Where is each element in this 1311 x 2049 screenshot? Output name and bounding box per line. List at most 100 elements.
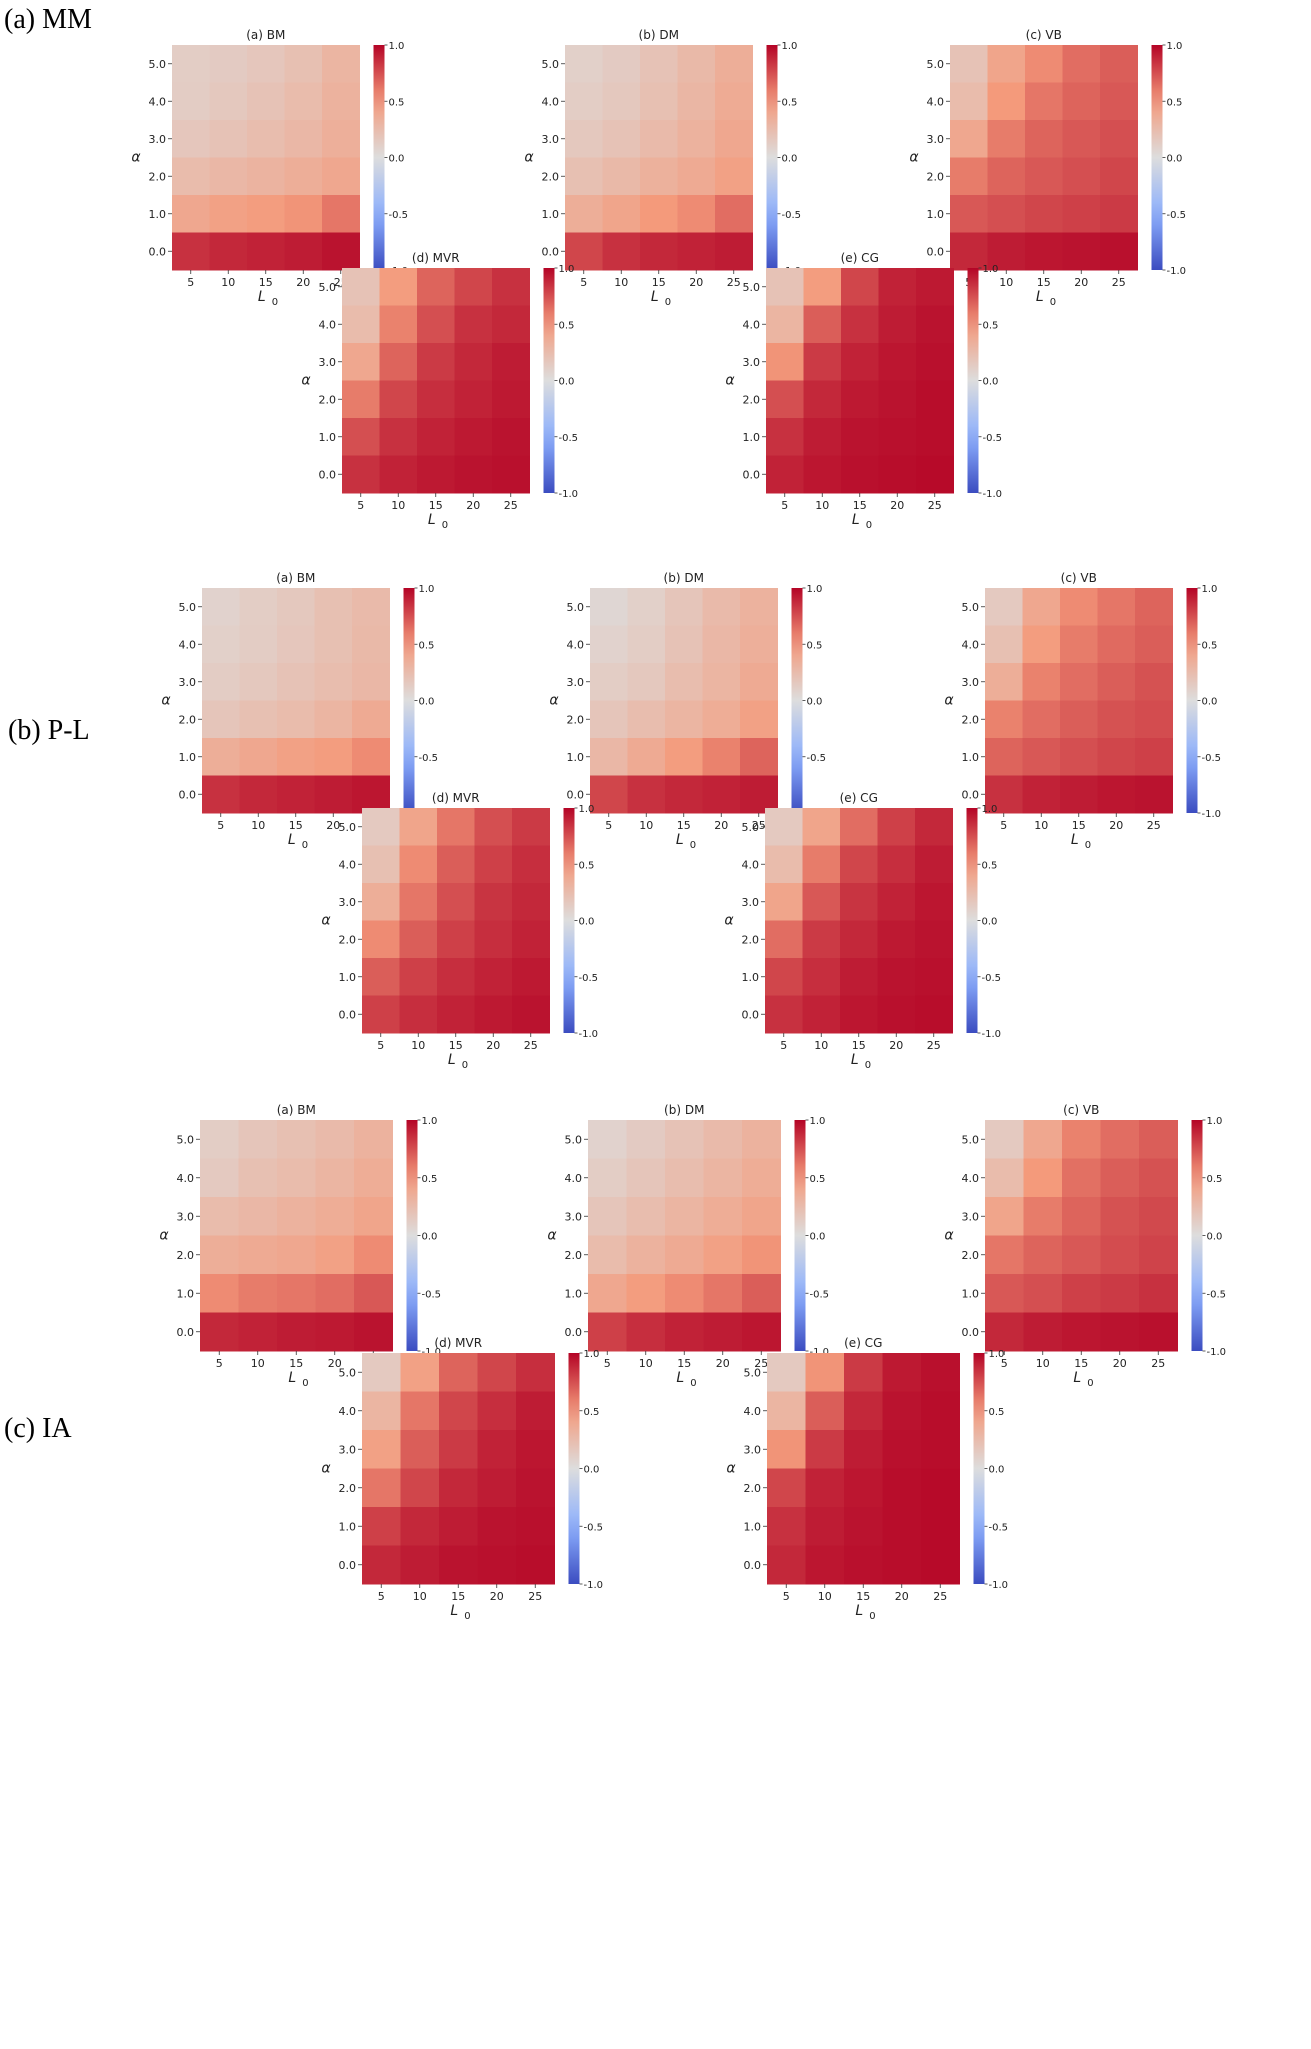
x-tick-label: 10 <box>1034 819 1048 832</box>
heatmap-cell <box>1139 1120 1178 1159</box>
heatmap-cell <box>882 1430 922 1469</box>
heatmap-cell <box>766 268 804 306</box>
x-tick-label: 20 <box>486 1039 500 1052</box>
heatmap-cell <box>626 1235 666 1275</box>
y-tick-label: 4.0 <box>319 318 337 331</box>
heatmap-cell <box>878 268 917 306</box>
y-tick-label: 2.0 <box>149 170 167 183</box>
heatmap-cell <box>437 845 475 884</box>
colorbar <box>1151 45 1163 270</box>
heatmap-cell <box>172 45 210 83</box>
y-tick-label: 2.0 <box>339 933 357 946</box>
heatmap-cell <box>950 45 988 83</box>
x-tick-label: 10 <box>614 276 628 289</box>
colorbar-tick-label: -1.0 <box>989 1580 1009 1591</box>
heatmap-cell <box>239 625 278 664</box>
heatmap-cell <box>512 808 550 846</box>
heatmap-cell <box>1139 1158 1178 1198</box>
y-tick-label: 5.0 <box>149 58 167 71</box>
y-tick-label: 3.0 <box>743 356 761 369</box>
x-tick-label: 10 <box>814 1039 828 1052</box>
colorbar <box>794 1120 806 1351</box>
heatmap-cell <box>400 1391 440 1431</box>
heatmap-cell <box>1097 625 1136 664</box>
x-tick-label: 5 <box>1001 1357 1008 1370</box>
x-tick-label: 20 <box>890 499 904 512</box>
heatmap-cell <box>172 120 210 158</box>
heatmap-cell <box>950 195 988 233</box>
heatmap-cell <box>1023 1120 1063 1159</box>
x-tick-label: 10 <box>391 499 405 512</box>
y-tick-label: 5.0 <box>177 1133 195 1146</box>
heatmap-cell <box>627 663 666 701</box>
x-axis-label-subscript: 0 <box>462 1060 468 1071</box>
heatmap-cell <box>677 157 716 196</box>
heatmap-cell <box>209 157 248 196</box>
y-tick-label: 4.0 <box>742 858 760 871</box>
heatmap-cell <box>588 1312 627 1352</box>
heatmap-cell <box>640 157 678 196</box>
heatmap-cell <box>1135 700 1173 739</box>
heatmap-cell <box>882 1468 922 1508</box>
y-tick-label: 4.0 <box>565 1172 583 1185</box>
heatmap-cell <box>209 45 248 83</box>
colorbar-tick-label: 0.0 <box>807 697 823 708</box>
heatmap-panel: (a) BM5.04.03.02.01.00.0α510152025L01.00… <box>159 1103 441 1389</box>
heatmap-cell <box>987 120 1026 158</box>
heatmap-cell <box>665 738 703 776</box>
heatmap-cell <box>200 1120 239 1159</box>
x-tick-label: 5 <box>187 276 194 289</box>
y-tick-label: 5.0 <box>565 1133 583 1146</box>
colorbar-tick-label: -0.5 <box>983 433 1003 444</box>
heatmap-cell <box>766 455 804 494</box>
colorbar-tick-label: 0.0 <box>983 377 999 388</box>
heatmap-cell <box>454 418 493 456</box>
heatmap-cell <box>1100 1312 1140 1352</box>
x-tick-label: 5 <box>1000 819 1007 832</box>
heatmap-cell <box>314 663 353 701</box>
y-tick-label: 3.0 <box>339 1443 357 1456</box>
heatmap-cell <box>512 958 550 996</box>
heatmap-panel: (b) DM 5.0 4.0 3.0 2.0 1.0 0.0 α 5 10 15 20 25 L 0 1.0 0… <box>524 28 801 308</box>
heatmap-cell <box>987 157 1026 196</box>
x-tick-label: 25 <box>727 276 741 289</box>
heatmap-cell <box>352 700 390 739</box>
y-axis-label: α <box>321 1461 331 1477</box>
heatmap-cell <box>765 995 803 1034</box>
panel-title: (b) DM <box>664 571 704 585</box>
panel-title: (a) BM <box>276 571 315 585</box>
heatmap-cell <box>805 1545 845 1585</box>
y-tick-label: 1.0 <box>567 751 585 764</box>
x-tick-label: 10 <box>1036 1357 1050 1370</box>
heatmap-cell <box>399 845 438 884</box>
colorbar-tick-label: -0.5 <box>389 210 409 221</box>
colorbar-tick-label: 0.5 <box>559 320 575 331</box>
x-tick-label: 25 <box>754 1357 768 1370</box>
heatmap-cell <box>200 1274 239 1313</box>
y-axis-label: α <box>725 373 735 389</box>
heatmap-cell <box>277 1274 316 1313</box>
heatmap-cell <box>840 958 878 996</box>
x-tick-label: 5 <box>217 819 224 832</box>
heatmap-cell <box>841 305 879 344</box>
heatmap-cell <box>767 1468 806 1508</box>
heatmap-cell <box>802 920 841 959</box>
heatmap-cell <box>1023 1235 1063 1275</box>
heatmap-cell <box>516 1353 555 1392</box>
heatmap-cell <box>921 1353 960 1392</box>
heatmap-cell <box>1023 1158 1063 1198</box>
x-tick-label: 10 <box>639 819 653 832</box>
heatmap-cell <box>492 268 530 306</box>
colorbar <box>373 45 385 270</box>
heatmap-cell <box>565 120 603 158</box>
heatmap-cell <box>740 775 778 814</box>
heatmap-cell <box>512 845 550 884</box>
heatmap-panel: (d) MVR 5.0 4.0 3.0 2.0 1.0 0.0 α 5 10 15 20 25 L 0 1.0… <box>321 1336 603 1622</box>
heatmap-cell <box>677 195 716 233</box>
heatmap-cell <box>172 232 210 271</box>
x-tick-label: 20 <box>1113 1357 1127 1370</box>
heatmap-cell <box>665 1158 704 1198</box>
heatmap-cell <box>202 700 240 739</box>
heatmap-cell <box>665 1235 704 1275</box>
heatmap-cell <box>314 738 353 776</box>
